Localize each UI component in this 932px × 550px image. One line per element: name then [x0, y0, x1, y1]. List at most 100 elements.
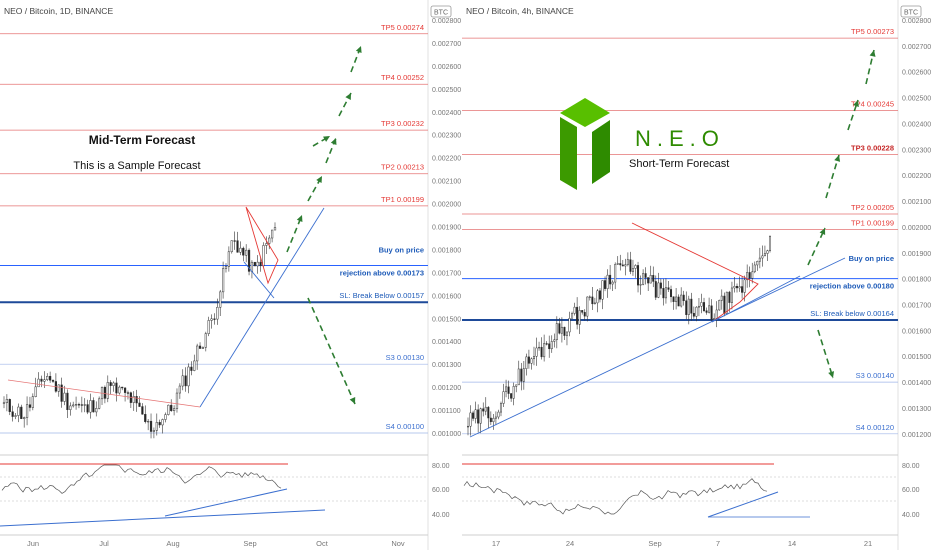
right-candle: [565, 331, 568, 336]
right-candle: [766, 250, 769, 254]
neo-logo-text: N.E.O: [635, 126, 725, 151]
left-candle: [60, 384, 63, 402]
right-price-tick: 0.002100: [902, 199, 931, 206]
right-level-label: SL: Break below 0.00164: [810, 309, 894, 318]
right-candle: [743, 279, 746, 293]
left-price-tick: 0.001900: [432, 225, 461, 232]
right-candle: [768, 236, 772, 251]
right-rsi-line: [463, 478, 768, 515]
right-candle: [583, 312, 586, 317]
left-forecast-arrowhead: [330, 138, 337, 145]
right-forecast-arrowhead: [828, 371, 835, 378]
right-price-tick: 0.001600: [902, 328, 931, 335]
right-candle: [573, 306, 576, 314]
right-candle: [593, 302, 596, 305]
left-level-label: TP2 0.00213: [381, 163, 424, 172]
right-price-tick: 0.002800: [902, 18, 931, 25]
right-candle: [550, 341, 553, 350]
right-candle: [695, 306, 698, 317]
neo-logo-right: [592, 120, 610, 184]
left-price-tick: 0.001000: [432, 431, 461, 438]
left-candle: [181, 375, 184, 387]
left-price-tick: 0.001700: [432, 270, 461, 277]
right-candle: [606, 274, 609, 289]
left-trendline-a: [243, 261, 275, 299]
right-candle: [548, 343, 551, 350]
right-forecast-arrow: [817, 329, 834, 379]
right-candle: [626, 259, 629, 265]
right-level-label: TP5 0.00273: [851, 27, 894, 36]
left-candle: [46, 376, 49, 380]
right-candle: [609, 274, 612, 285]
right-candle: [649, 275, 652, 284]
left-price-tick: 0.002700: [432, 41, 461, 48]
left-candle: [25, 404, 29, 418]
left-candle: [103, 386, 107, 399]
left-candle: [242, 247, 245, 256]
left-candle: [138, 402, 141, 407]
left-candle: [144, 413, 147, 422]
left-time-tick: Jul: [99, 539, 109, 548]
right-candle: [484, 406, 487, 412]
left-candle: [31, 396, 34, 408]
right-candle: [642, 273, 645, 285]
left-candle: [190, 366, 193, 371]
right-candle: [690, 298, 693, 314]
right-candle: [682, 294, 685, 302]
left-candle: [161, 419, 164, 426]
left-candle: [262, 245, 265, 267]
left-rsi-tick: 60.00: [432, 487, 450, 494]
right-candle: [479, 408, 482, 424]
left-candle: [98, 398, 101, 409]
right-time-tick: 21: [864, 539, 872, 548]
left-forecast-arrow: [312, 135, 331, 147]
right-candle: [616, 263, 619, 265]
right-candle: [515, 384, 518, 387]
left-subtitle: This is a Sample Forecast: [73, 160, 200, 172]
right-candle: [517, 368, 520, 386]
left-candle: [92, 400, 95, 413]
right-candle: [659, 282, 662, 289]
left-rsi-trend-a: [0, 509, 326, 527]
right-candle: [596, 290, 599, 304]
left-header: NEO / Bitcoin, 1D, BINANCE: [4, 6, 113, 16]
right-forecast-arrowhead: [834, 155, 841, 162]
right-level-label: rejection above 0.00180: [810, 282, 894, 291]
left-trendline-c: [7, 379, 201, 408]
right-candle: [662, 288, 665, 299]
right-candle: [487, 406, 490, 419]
right-price-tick: 0.001300: [902, 406, 931, 413]
left-price-tick: 0.002400: [432, 110, 461, 117]
right-candle: [520, 368, 523, 382]
right-candle: [705, 310, 708, 313]
left-candle: [123, 387, 127, 393]
right-time-tick: Sep: [648, 539, 661, 548]
left-candle: [149, 420, 153, 432]
left-candle: [43, 379, 46, 382]
left-candle: [89, 400, 92, 413]
left-candle: [204, 333, 207, 348]
left-price-tick: 0.001800: [432, 247, 461, 254]
right-candle: [710, 305, 713, 320]
left-candle: [236, 240, 239, 253]
left-forecast-arrowhead: [323, 136, 330, 142]
right-candle: [725, 291, 728, 314]
right-candle: [522, 368, 525, 382]
left-candle: [74, 404, 78, 406]
left-trendline-b: [199, 207, 325, 408]
left-candle: [132, 396, 135, 403]
right-candle: [530, 358, 533, 364]
left-candle: [57, 384, 60, 392]
left-level-label: Buy on price: [379, 245, 424, 254]
right-candle: [576, 306, 579, 325]
left-level-label: TP5 0.00274: [381, 23, 424, 32]
left-title: Mid-Term Forecast: [89, 133, 195, 147]
left-forecast-arrowhead: [349, 397, 356, 404]
right-forecast-arrow: [825, 154, 840, 199]
right-candle: [482, 408, 485, 412]
left-candle: [8, 399, 11, 412]
right-candle: [499, 403, 502, 413]
right-level-label: TP4 0.00245: [851, 100, 894, 109]
right-rsi-trend: [707, 491, 779, 518]
